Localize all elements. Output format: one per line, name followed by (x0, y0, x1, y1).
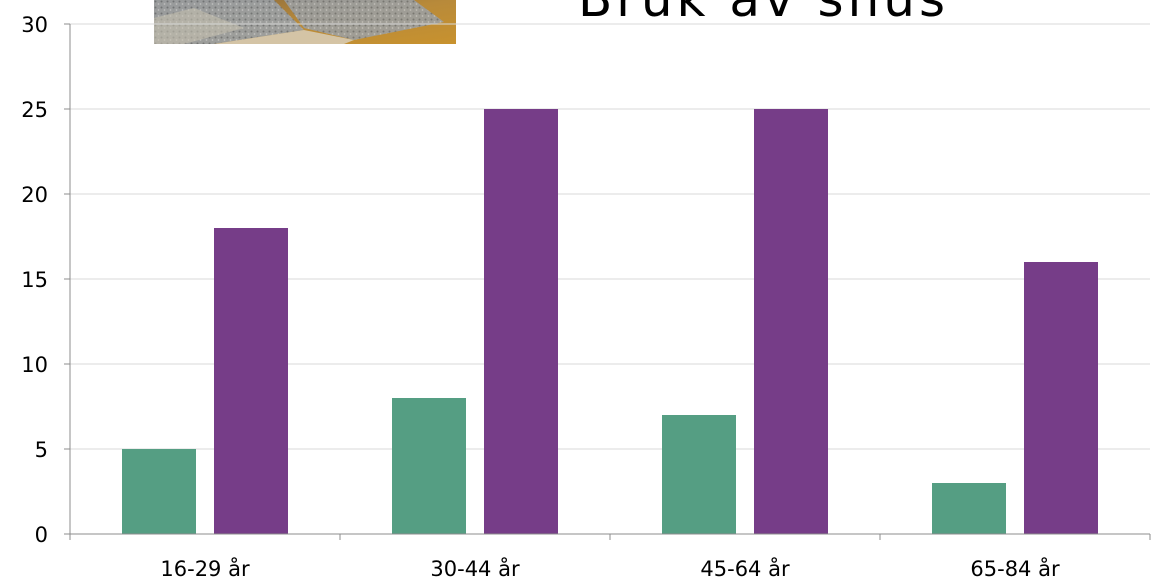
y-tick-label: 0 (35, 523, 48, 547)
snus-photo (154, 0, 456, 44)
bar (214, 228, 288, 534)
y-tick-label: 30 (21, 13, 48, 37)
x-tick-label: 30-44 år (430, 556, 520, 580)
y-tick-label: 5 (35, 438, 48, 462)
snus-photo-image (154, 0, 456, 44)
y-tick-label: 25 (21, 98, 48, 122)
bar (122, 449, 196, 534)
slide-title: Bruk av snus (578, 0, 949, 30)
y-tick-label: 20 (21, 183, 48, 207)
x-tick-label: 65-84 år (970, 556, 1060, 580)
bar (392, 398, 466, 534)
y-tick-label: 10 (21, 353, 48, 377)
bars (122, 109, 1098, 534)
x-tick-labels: 16-29 år 30-44 år 45-64 år 65-84 år (160, 556, 1060, 580)
bar (1024, 262, 1098, 534)
x-tick-label: 16-29 år (160, 556, 250, 580)
y-tick-label: 15 (21, 268, 48, 292)
axes (64, 23, 1151, 540)
y-tick-labels: 0 5 10 15 20 25 30 (21, 13, 48, 547)
x-tick-label: 45-64 år (700, 556, 790, 580)
bar (662, 415, 736, 534)
bar (484, 109, 558, 534)
bar (932, 483, 1006, 534)
bar (754, 109, 828, 534)
